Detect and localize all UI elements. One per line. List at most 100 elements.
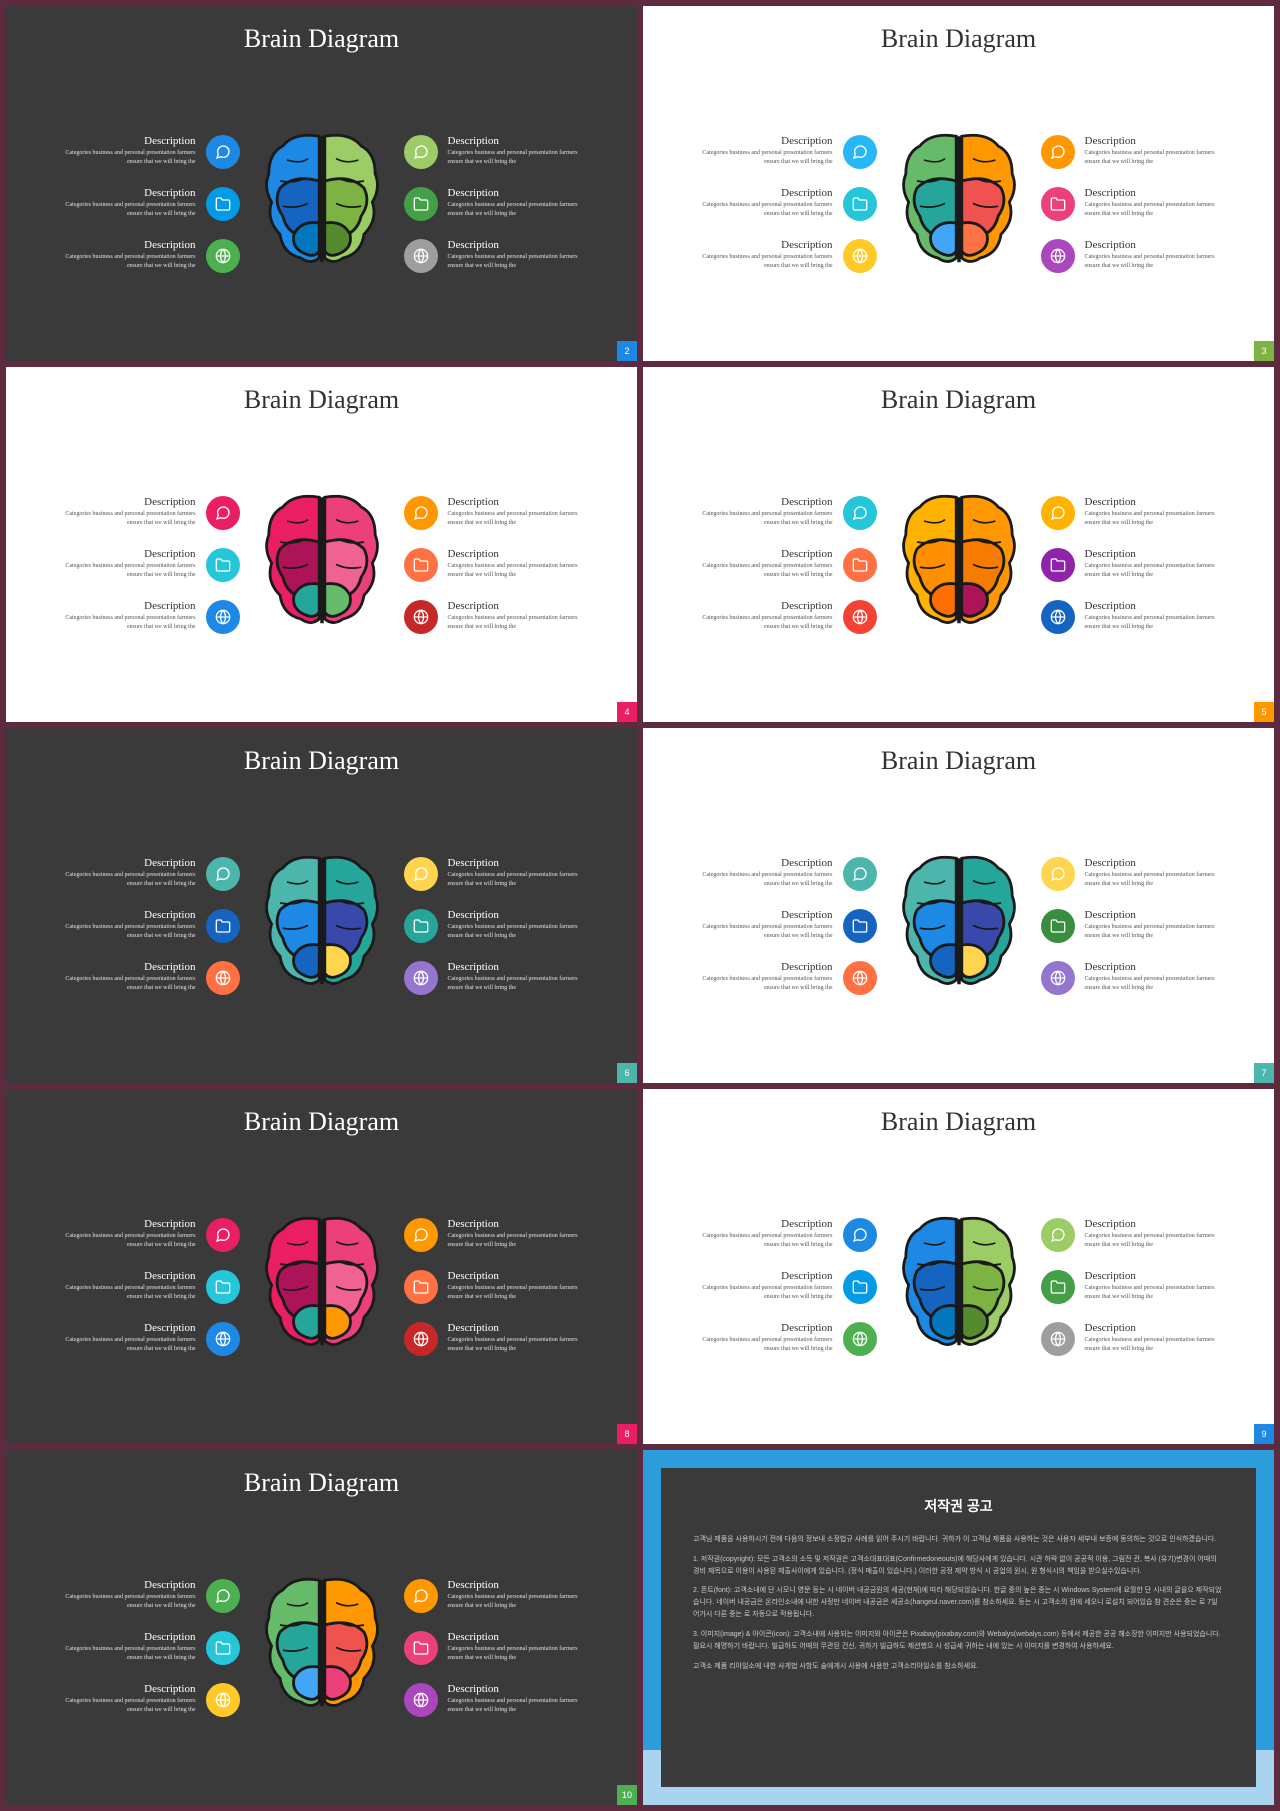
- item-body: Categories business and personal present…: [1085, 614, 1221, 631]
- item-body: Categories business and personal present…: [1085, 975, 1221, 992]
- slide-10: Brain DiagramDescriptionCategories busin…: [6, 1450, 637, 1805]
- item-heading: Description: [697, 961, 833, 973]
- folder-icon: [1041, 548, 1075, 582]
- item-heading: Description: [1085, 187, 1221, 199]
- item-body: Categories business and personal present…: [60, 510, 196, 527]
- diagram-item-1: DescriptionCategories business and perso…: [60, 857, 240, 891]
- globe-icon: [206, 600, 240, 634]
- page-number: 7: [1254, 1063, 1274, 1083]
- item-heading: Description: [697, 187, 833, 199]
- item-body: Categories business and personal present…: [60, 253, 196, 270]
- item-body: Categories business and personal present…: [448, 1284, 584, 1301]
- diagram-item-3: DescriptionCategories business and perso…: [697, 1322, 877, 1356]
- diagram-item-4: Description Categories business and perso…: [404, 857, 584, 891]
- item-heading: Description: [1085, 909, 1221, 921]
- slide-5: Brain DiagramDescriptionCategories busin…: [643, 367, 1274, 722]
- globe-icon: [1041, 961, 1075, 995]
- slide-9: Brain DiagramDescriptionCategories busin…: [643, 1089, 1274, 1444]
- item-body: Categories business and personal present…: [60, 1697, 196, 1714]
- brain-diagram: [252, 844, 392, 1009]
- diagram-item-1: DescriptionCategories business and perso…: [60, 1218, 240, 1252]
- diagram-item-6: DescriptionCategories business and perso…: [1041, 1322, 1221, 1356]
- item-body: Categories business and personal present…: [60, 201, 196, 218]
- globe-icon: [206, 1683, 240, 1717]
- slide-7: Brain DiagramDescriptionCategories busin…: [643, 728, 1274, 1083]
- item-heading: Description: [60, 548, 196, 560]
- diagram-item-3: DescriptionCategories business and perso…: [697, 961, 877, 995]
- item-body: Categories business and personal present…: [1085, 1284, 1221, 1301]
- diagram-item-3: Description Categories business and perso…: [60, 239, 240, 273]
- item-heading: Description: [60, 135, 196, 147]
- item-body: Categories business and personal present…: [1085, 510, 1221, 527]
- page-number: 2: [617, 341, 637, 361]
- diagram-item-2: DescriptionCategories business and perso…: [697, 187, 877, 221]
- item-body: Categories business and personal present…: [60, 1232, 196, 1249]
- globe-icon: [404, 239, 438, 273]
- copyright-paragraph: 고객소 제품 리아일소에 내한 사게법 사항도 술에게시 사용에 사용한 고객소…: [693, 1661, 1224, 1673]
- item-body: Categories business and personal present…: [448, 975, 584, 992]
- diagram-item-5: Description Categories business and perso…: [1041, 909, 1221, 943]
- diagram-item-2: DescriptionCategories business and perso…: [60, 187, 240, 221]
- item-heading: Description: [1085, 600, 1221, 612]
- globe-icon: [404, 961, 438, 995]
- folder-icon: [206, 548, 240, 582]
- diagram-item-3: DescriptionCategories business and perso…: [60, 600, 240, 634]
- item-body: Categories business and personal present…: [60, 1284, 196, 1301]
- slide-title: Brain Diagram: [30, 746, 613, 776]
- item-body: Categories business and personal present…: [60, 1645, 196, 1662]
- chat-icon: [843, 1218, 877, 1252]
- diagram-item-5: DescriptionCategories business and perso…: [404, 1631, 584, 1665]
- chat-icon: [206, 135, 240, 169]
- item-body: Categories business and personal present…: [448, 510, 584, 527]
- item-heading: Description: [697, 1270, 833, 1282]
- slide-4: Brain DiagramDescriptionCategories busin…: [6, 367, 637, 722]
- diagram-item-6: DescriptionCategories business and perso…: [404, 1683, 584, 1717]
- item-heading: Description: [697, 909, 833, 921]
- item-body: Categories business and personal present…: [697, 149, 833, 166]
- item-heading: Description: [60, 496, 196, 508]
- page-number: 10: [617, 1785, 637, 1805]
- item-body: Categories business and personal present…: [448, 871, 584, 888]
- folder-icon: [404, 909, 438, 943]
- globe-icon: [1041, 600, 1075, 634]
- item-heading: Description: [448, 909, 584, 921]
- globe-icon: [843, 961, 877, 995]
- diagram-item-4: DescriptionCategories business and perso…: [1041, 496, 1221, 530]
- chat-icon: [404, 1218, 438, 1252]
- item-heading: Description: [1085, 1270, 1221, 1282]
- globe-icon: [206, 239, 240, 273]
- diagram-item-3: DescriptionCategories business and perso…: [60, 1322, 240, 1356]
- item-heading: Description: [448, 135, 584, 147]
- item-heading: Description: [697, 600, 833, 612]
- diagram-item-6: DescriptionCategories business and perso…: [404, 600, 584, 634]
- item-body: Categories business and personal present…: [60, 923, 196, 940]
- diagram-item-1: DescriptionCategories business and perso…: [697, 1218, 877, 1252]
- diagram-item-1: DescriptionCategories business and perso…: [697, 135, 877, 169]
- item-heading: Description: [60, 600, 196, 612]
- slide-6: Brain Diagram Description Categories busin…: [6, 728, 637, 1083]
- slide-title: Brain Diagram: [30, 385, 613, 415]
- diagram-item-1: DescriptionCategories business and perso…: [697, 857, 877, 891]
- item-heading: Description: [448, 857, 584, 869]
- item-heading: Description: [448, 600, 584, 612]
- item-heading: Description: [697, 857, 833, 869]
- item-heading: Description: [60, 857, 196, 869]
- item-heading: Description: [60, 239, 196, 251]
- diagram-item-6: Description Categories business and perso…: [1041, 600, 1221, 634]
- folder-icon: [843, 909, 877, 943]
- diagram-item-2: DescriptionCategories business and perso…: [697, 548, 877, 582]
- folder-icon: [1041, 1270, 1075, 1304]
- copyright-paragraph: 고객님 제품을 사용하시기 전에 다음의 정보내 소정법규 사례를 읽어 주시기…: [693, 1534, 1224, 1546]
- item-body: Categories business and personal present…: [448, 562, 584, 579]
- item-body: Categories business and personal present…: [697, 923, 833, 940]
- diagram-item-5: DescriptionCategories business and perso…: [404, 909, 584, 943]
- item-heading: Description: [60, 1579, 196, 1591]
- brain-diagram: [889, 844, 1029, 1009]
- item-body: Categories business and personal present…: [697, 614, 833, 631]
- item-heading: Description: [448, 1579, 584, 1591]
- diagram-item-5: DescriptionCategories business and perso…: [404, 187, 584, 221]
- slide-2: Brain DiagramDescriptionCategories busin…: [6, 6, 637, 361]
- diagram-item-6: DescriptionCategories business and perso…: [404, 1322, 584, 1356]
- chat-icon: [206, 496, 240, 530]
- item-body: Categories business and personal present…: [1085, 923, 1221, 940]
